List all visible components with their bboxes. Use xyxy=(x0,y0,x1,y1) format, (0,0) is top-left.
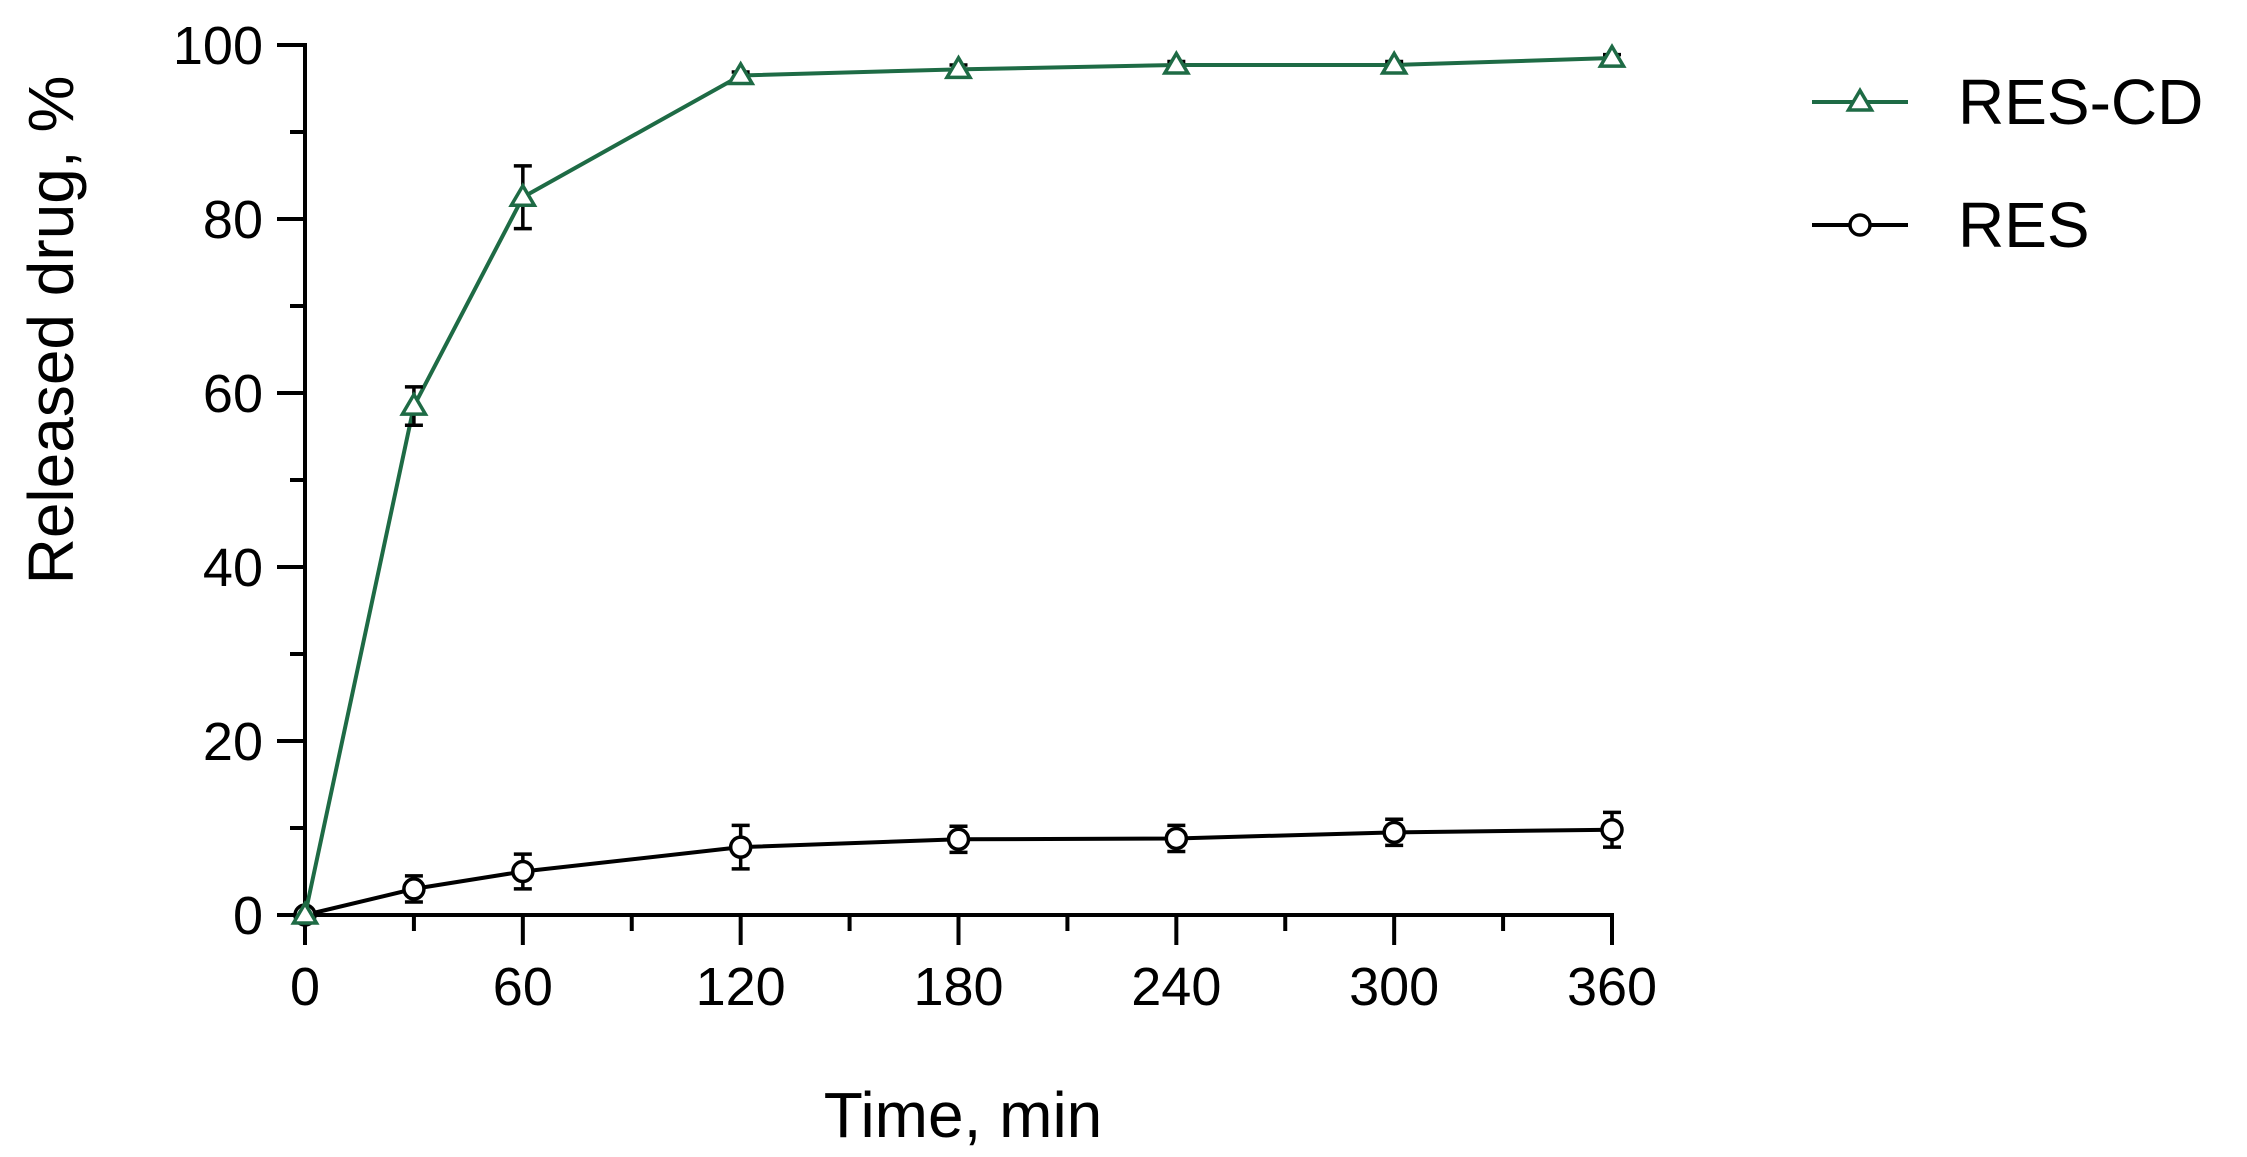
data-point-triangle xyxy=(726,60,756,86)
y-tick-label: 100 xyxy=(173,16,263,76)
y-tick-label: 0 xyxy=(233,886,263,946)
data-point-circle xyxy=(728,835,753,859)
series-line xyxy=(304,827,1613,917)
data-point-circle xyxy=(1848,213,1872,237)
data-point-triangle xyxy=(1379,50,1409,75)
data-point-circle xyxy=(1600,817,1624,842)
data-point-triangle xyxy=(1597,43,1627,68)
data-point-circle xyxy=(1164,826,1189,851)
x-tick-label: 240 xyxy=(1131,957,1221,1017)
x-tick-label: 300 xyxy=(1349,957,1439,1017)
y-tick-label: 80 xyxy=(203,190,263,250)
data-point-circle xyxy=(946,827,971,852)
data-point-triangle xyxy=(290,900,320,925)
legend-item-res: RES xyxy=(1812,189,2090,261)
x-tick-label: 120 xyxy=(696,957,786,1017)
series-res-cd xyxy=(290,43,1627,925)
legend: RES-CD RES xyxy=(1812,66,2203,261)
data-point-circle xyxy=(402,877,426,901)
y-tick-label: 20 xyxy=(203,712,263,772)
legend-label: RES-CD xyxy=(1958,66,2203,138)
x-tick-label: 0 xyxy=(290,957,320,1017)
data-point-triangle xyxy=(508,182,538,208)
series-res xyxy=(293,810,1624,927)
data-point-triangle xyxy=(399,391,429,416)
data-point-triangle xyxy=(1161,50,1191,75)
series-line xyxy=(303,56,1613,916)
x-axis-title: Time, min xyxy=(824,1079,1103,1151)
y-tick-label: 40 xyxy=(203,538,263,598)
y-tick-label: 60 xyxy=(203,364,263,424)
axes: 0 60 120 180 240 300 360 0 20 40 60 80 100 xyxy=(173,16,1657,1017)
x-tick-label: 360 xyxy=(1567,957,1657,1017)
x-tick-label: 60 xyxy=(493,957,553,1017)
legend-item-res-cd: RES-CD xyxy=(1812,66,2203,138)
data-point-triangle xyxy=(943,54,974,80)
data-point-circle xyxy=(511,859,535,884)
data-point-circle xyxy=(1382,820,1406,845)
series-layer xyxy=(290,43,1627,927)
x-tick-label: 180 xyxy=(913,957,1003,1017)
data-point-triangle xyxy=(1845,87,1875,112)
legend-label: RES xyxy=(1958,189,2090,261)
y-axis-title: Released drug, % xyxy=(15,76,87,585)
